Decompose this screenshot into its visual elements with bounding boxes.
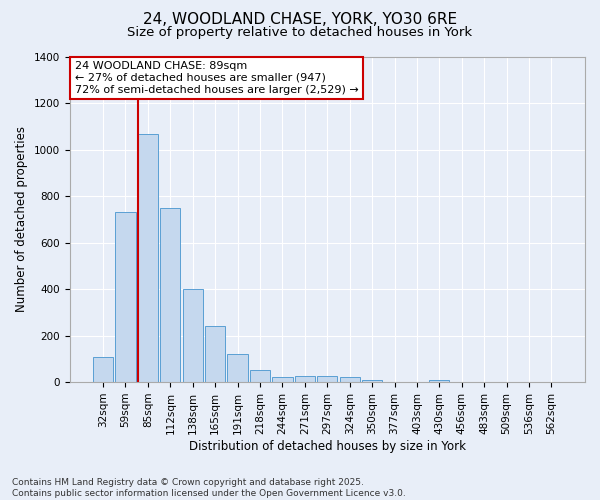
Bar <box>317 376 337 382</box>
Text: Contains HM Land Registry data © Crown copyright and database right 2025.
Contai: Contains HM Land Registry data © Crown c… <box>12 478 406 498</box>
Text: 24 WOODLAND CHASE: 89sqm
← 27% of detached houses are smaller (947)
72% of semi-: 24 WOODLAND CHASE: 89sqm ← 27% of detach… <box>74 62 358 94</box>
Bar <box>340 378 360 382</box>
Bar <box>115 212 136 382</box>
X-axis label: Distribution of detached houses by size in York: Distribution of detached houses by size … <box>189 440 466 452</box>
Bar <box>160 208 181 382</box>
Bar <box>205 326 225 382</box>
Bar <box>362 380 382 382</box>
Bar <box>93 356 113 382</box>
Bar <box>295 376 315 382</box>
Bar <box>182 289 203 382</box>
Bar <box>250 370 270 382</box>
Bar <box>272 378 293 382</box>
Text: Size of property relative to detached houses in York: Size of property relative to detached ho… <box>127 26 473 39</box>
Bar <box>227 354 248 382</box>
Bar <box>138 134 158 382</box>
Bar <box>429 380 449 382</box>
Text: 24, WOODLAND CHASE, YORK, YO30 6RE: 24, WOODLAND CHASE, YORK, YO30 6RE <box>143 12 457 28</box>
Y-axis label: Number of detached properties: Number of detached properties <box>15 126 28 312</box>
